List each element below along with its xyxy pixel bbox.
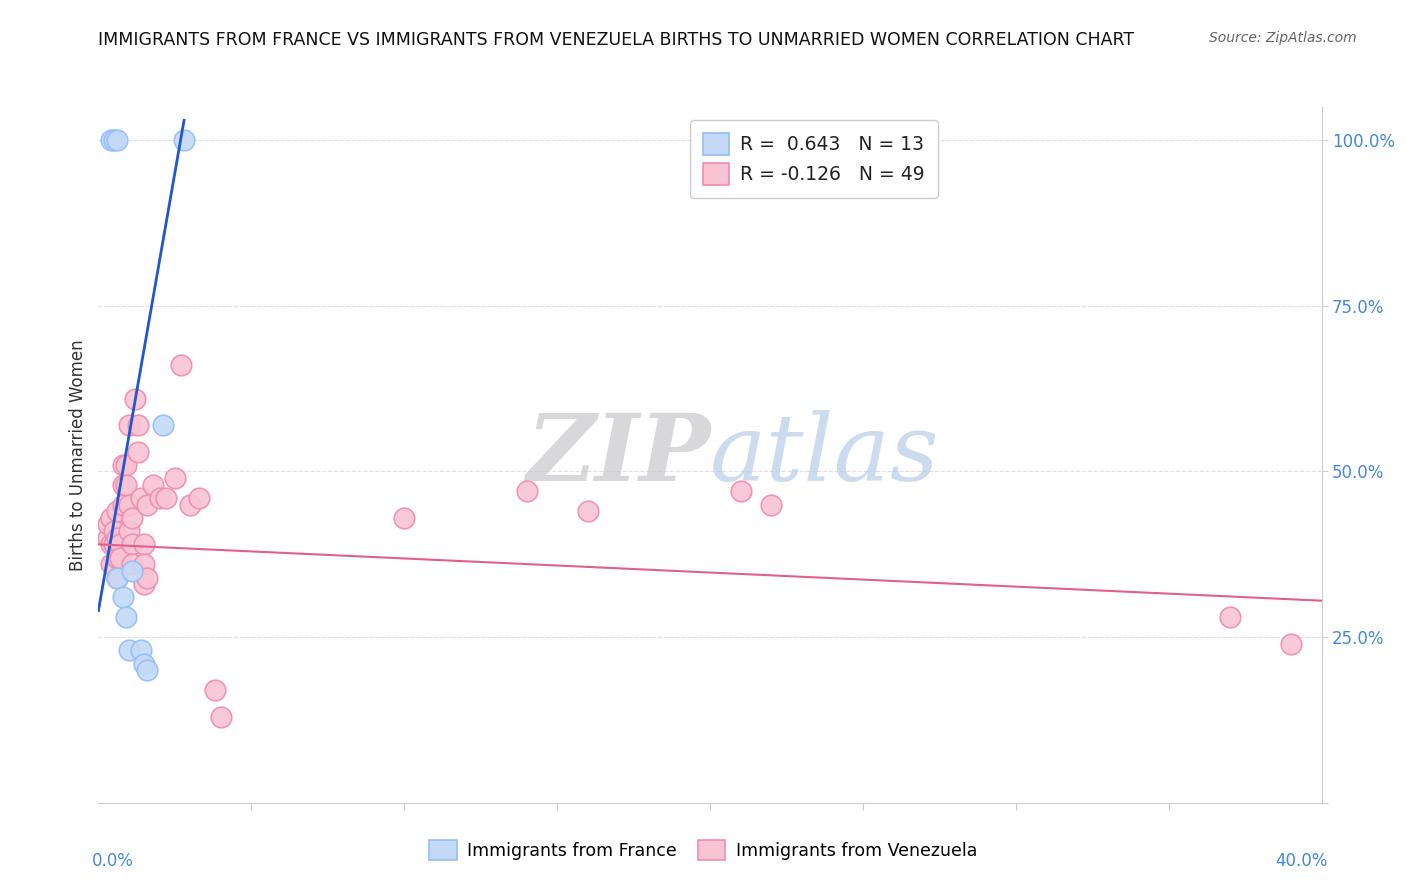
Point bbox=[173, 133, 195, 147]
Y-axis label: Births to Unmarried Women: Births to Unmarried Women bbox=[69, 339, 87, 571]
Point bbox=[1219, 610, 1241, 624]
Point bbox=[136, 498, 159, 512]
Point bbox=[118, 498, 141, 512]
Point bbox=[105, 504, 128, 518]
Point bbox=[127, 444, 149, 458]
Point bbox=[108, 537, 131, 551]
Point bbox=[209, 709, 232, 723]
Point bbox=[111, 458, 134, 472]
Text: atlas: atlas bbox=[710, 410, 939, 500]
Point bbox=[105, 570, 128, 584]
Point bbox=[118, 418, 141, 433]
Point bbox=[204, 683, 226, 698]
Point bbox=[105, 550, 128, 565]
Point bbox=[115, 458, 138, 472]
Point bbox=[108, 550, 131, 565]
Point bbox=[115, 477, 138, 491]
Legend: Immigrants from France, Immigrants from Venezuela: Immigrants from France, Immigrants from … bbox=[422, 833, 984, 867]
Text: 0.0%: 0.0% bbox=[93, 852, 134, 870]
Text: 40.0%: 40.0% bbox=[1275, 852, 1327, 870]
Point bbox=[105, 531, 128, 545]
Point bbox=[100, 537, 122, 551]
Point bbox=[103, 537, 125, 551]
Text: Source: ZipAtlas.com: Source: ZipAtlas.com bbox=[1209, 31, 1357, 45]
Point bbox=[155, 491, 177, 505]
Point bbox=[134, 657, 156, 671]
Point bbox=[111, 591, 134, 605]
Point bbox=[170, 359, 193, 373]
Point bbox=[105, 133, 128, 147]
Point bbox=[100, 511, 122, 525]
Point bbox=[188, 491, 211, 505]
Point bbox=[149, 491, 172, 505]
Legend: R =  0.643   N = 13, R = -0.126   N = 49: R = 0.643 N = 13, R = -0.126 N = 49 bbox=[690, 120, 938, 198]
Point bbox=[134, 558, 156, 572]
Point bbox=[121, 558, 143, 572]
Point bbox=[179, 498, 201, 512]
Point bbox=[97, 531, 120, 545]
Point bbox=[759, 498, 782, 512]
Point bbox=[121, 537, 143, 551]
Point bbox=[730, 484, 752, 499]
Point bbox=[516, 484, 538, 499]
Point bbox=[111, 477, 134, 491]
Point bbox=[118, 643, 141, 657]
Point bbox=[100, 133, 122, 147]
Point bbox=[129, 643, 152, 657]
Point bbox=[576, 504, 599, 518]
Point bbox=[392, 511, 416, 525]
Point bbox=[105, 570, 128, 584]
Point bbox=[134, 577, 156, 591]
Point bbox=[115, 610, 138, 624]
Point bbox=[124, 392, 146, 406]
Point bbox=[142, 477, 165, 491]
Point bbox=[97, 517, 120, 532]
Point bbox=[118, 524, 141, 538]
Point bbox=[163, 471, 186, 485]
Point bbox=[103, 133, 125, 147]
Point bbox=[1279, 637, 1302, 651]
Point bbox=[127, 418, 149, 433]
Point bbox=[100, 558, 122, 572]
Text: IMMIGRANTS FROM FRANCE VS IMMIGRANTS FROM VENEZUELA BIRTHS TO UNMARRIED WOMEN CO: IMMIGRANTS FROM FRANCE VS IMMIGRANTS FRO… bbox=[98, 31, 1135, 49]
Text: ZIP: ZIP bbox=[526, 410, 710, 500]
Point bbox=[121, 564, 143, 578]
Point bbox=[136, 663, 159, 677]
Point bbox=[103, 524, 125, 538]
Point bbox=[136, 570, 159, 584]
Point bbox=[152, 418, 174, 433]
Point bbox=[134, 537, 156, 551]
Point bbox=[111, 498, 134, 512]
Point bbox=[129, 491, 152, 505]
Point bbox=[121, 511, 143, 525]
